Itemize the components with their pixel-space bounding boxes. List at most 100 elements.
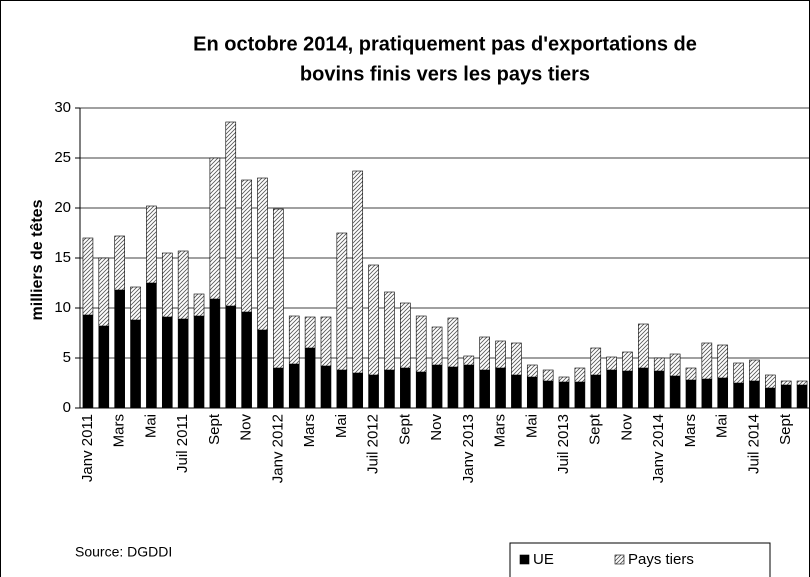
bar-segment <box>590 347 602 376</box>
source: Source: DGDDI <box>75 544 172 560</box>
bar-segment <box>82 314 94 409</box>
bar-segment <box>495 340 506 369</box>
chart-title: En octobre 2014, pratiquement pas d'expo… <box>193 33 697 55</box>
bar-segment <box>209 298 221 409</box>
bar-segment <box>796 380 808 386</box>
x-tick-label: Mai <box>333 414 350 438</box>
bar-segment <box>161 252 173 318</box>
bar-segment <box>796 384 808 409</box>
bar-segment <box>749 380 760 409</box>
bar-segment <box>225 305 237 409</box>
bar-segment <box>638 323 649 369</box>
bar-segment <box>368 374 379 409</box>
x-tick-label: Juil 2012 <box>365 414 382 474</box>
bar-segment <box>526 364 538 378</box>
x-tick-label: Sept <box>206 413 223 445</box>
legend-label: Pays tiers <box>628 551 694 568</box>
x-tick-label: Janv 2014 <box>650 414 667 483</box>
bar-segment <box>542 369 554 382</box>
bar-segment <box>304 316 316 349</box>
y-tick-label: 10 <box>54 299 71 316</box>
bar-segment <box>336 369 348 409</box>
bar-segment <box>177 318 189 409</box>
x-tick-label: Sept <box>396 413 413 445</box>
bar-segment <box>352 372 364 409</box>
x-tick-label: Sept <box>587 413 604 445</box>
bar-segment <box>717 344 729 379</box>
x-tick-label: Mars <box>111 414 128 447</box>
bar-segment <box>98 325 110 409</box>
bar-segment <box>431 326 443 366</box>
bar-segment <box>241 311 252 409</box>
bar-segment <box>511 342 522 376</box>
bar-segment <box>526 376 538 409</box>
bar-segment <box>606 369 617 409</box>
bar-segment <box>130 286 141 321</box>
bar-segment <box>415 371 427 409</box>
bar-segment <box>574 381 586 409</box>
bar-segment <box>114 289 125 409</box>
legend-swatch <box>519 554 530 565</box>
bar-segment <box>431 364 443 409</box>
bar-segment <box>415 315 427 373</box>
x-tick-label: Janv 2012 <box>269 414 286 483</box>
x-tick-label: Janv 2013 <box>460 414 477 483</box>
x-tick-label: Nov <box>428 414 445 441</box>
bar-segment <box>82 237 94 316</box>
bar-segment <box>558 376 570 383</box>
bar-segment <box>780 384 792 409</box>
bar-segment <box>653 370 665 409</box>
x-tick-label: Mars <box>301 414 318 447</box>
x-tick-label: Mai <box>142 414 159 438</box>
bar-segment <box>542 380 554 409</box>
bar-segment <box>336 232 348 371</box>
y-axis-label: milliers de têtes <box>29 199 46 320</box>
bar-segment <box>288 315 300 365</box>
x-tick-label: Mai <box>714 414 731 438</box>
bar-segment <box>590 374 602 409</box>
bar-segment <box>638 367 649 409</box>
bar-segment <box>400 367 411 409</box>
x-tick-label: Mars <box>682 414 699 447</box>
bar-segment <box>384 291 395 371</box>
bar-segment <box>146 205 157 284</box>
x-tick-label: Nov <box>238 414 255 441</box>
bar-segment <box>193 315 205 409</box>
y-tick-label: 25 <box>54 149 71 166</box>
legend-label: UE <box>533 551 554 568</box>
bar-segment <box>511 374 522 409</box>
bar-segment <box>447 317 459 368</box>
bar-segment <box>685 379 697 409</box>
bar-segment <box>765 387 776 409</box>
bar-segment <box>479 369 490 409</box>
bar-segment <box>304 347 316 409</box>
x-tick-label: Juil 2013 <box>555 414 572 474</box>
legend-swatch <box>614 554 625 565</box>
bar-segment <box>653 357 665 372</box>
x-tick-label: Juil 2014 <box>745 414 762 474</box>
bar-segment <box>257 329 268 409</box>
bar-segment <box>622 370 633 409</box>
x-tick-label: Janv 2011 <box>79 414 96 482</box>
bar-segment <box>241 179 252 313</box>
y-tick-label: 15 <box>54 249 71 266</box>
x-tick-label: Nov <box>618 414 635 441</box>
bar-segment <box>352 170 364 374</box>
bar-segment <box>130 319 141 409</box>
bar-segment <box>495 367 506 409</box>
bar-segment <box>622 351 633 372</box>
bar-segment <box>146 282 157 409</box>
bar-segment <box>749 359 760 382</box>
bar-segment <box>320 316 332 367</box>
bar-segment <box>701 342 713 380</box>
bar-segment <box>98 257 110 327</box>
legend-box <box>509 542 771 577</box>
bar-segment <box>400 302 411 369</box>
bar-segment <box>558 381 570 409</box>
bar-segment <box>368 264 379 376</box>
bar-segment <box>574 367 586 383</box>
bar-segment <box>669 375 681 409</box>
bar-segment <box>463 364 475 409</box>
chart-title: bovins finis vers les pays tiers <box>300 63 590 85</box>
bar-segment <box>288 363 300 409</box>
